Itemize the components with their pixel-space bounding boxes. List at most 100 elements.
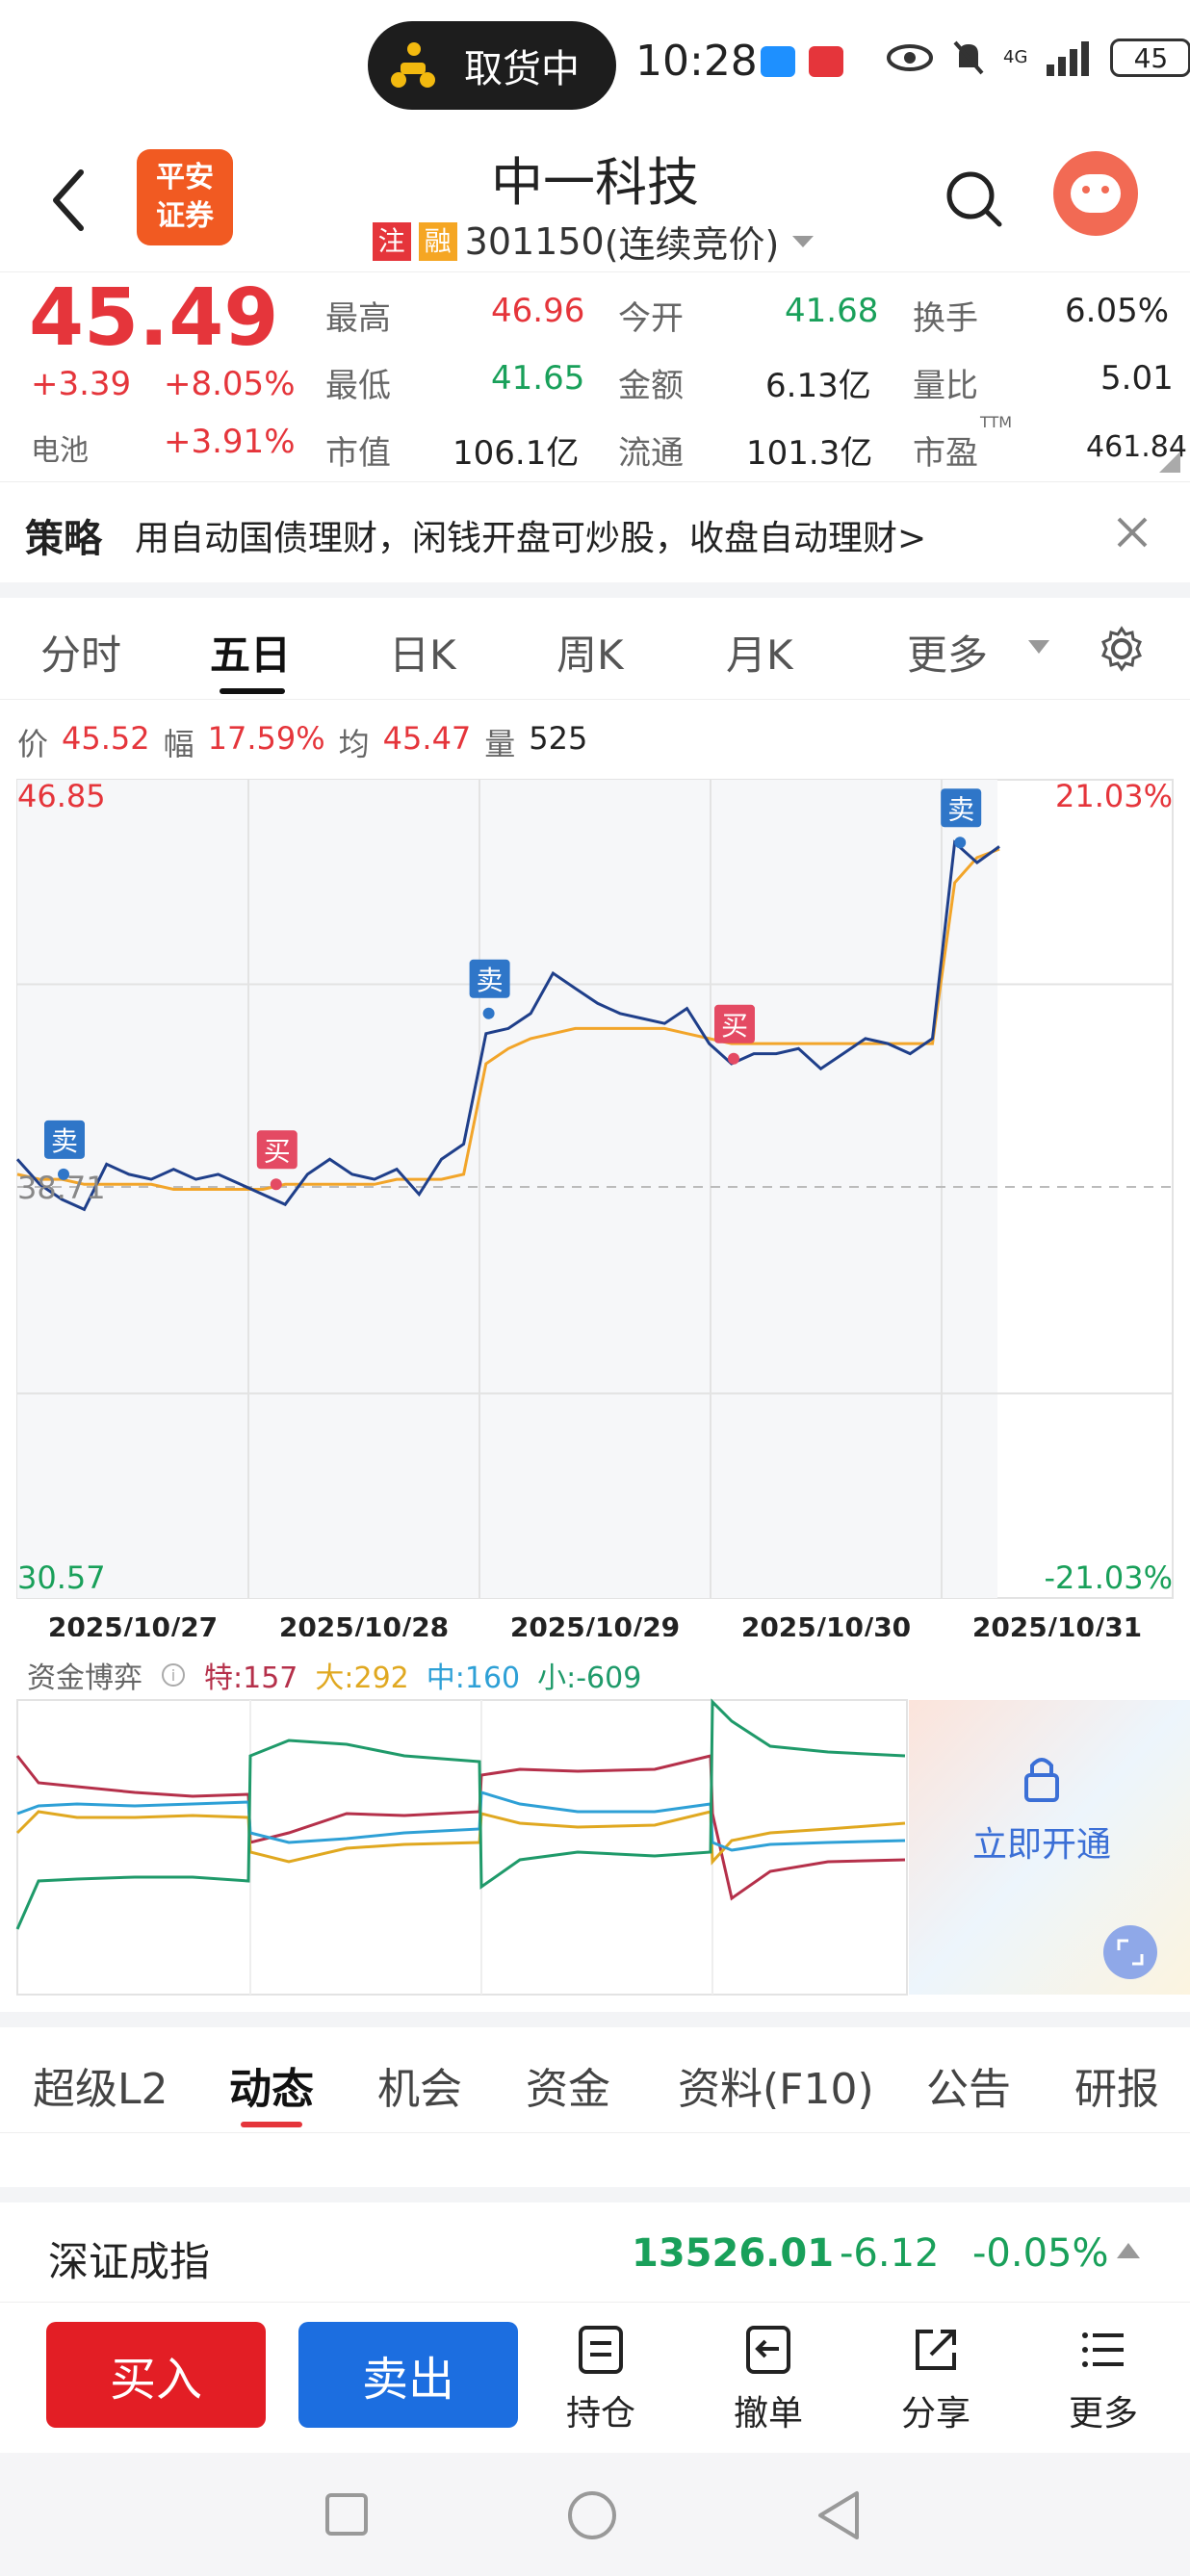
pill-text: 取货中 xyxy=(464,47,580,91)
lock-icon xyxy=(1024,1773,1059,1802)
marker-dot xyxy=(482,1007,495,1019)
content-tabs: 超级L2 动态 机会 资金 资料(F10) 公告 研报 xyxy=(0,2027,1190,2133)
stock-header: 平安 证券 中一科技 注 融 301150 (连续竞价) xyxy=(0,130,1190,270)
buy-button[interactable]: 买入 xyxy=(46,2322,266,2428)
tab-daily-k[interactable]: 日K xyxy=(389,631,456,679)
marker-label: 卖 xyxy=(51,1125,78,1157)
average-price-line xyxy=(16,847,1000,1191)
close-icon[interactable] xyxy=(1113,513,1151,552)
sell-marker[interactable] xyxy=(941,788,982,828)
marker-dot xyxy=(270,1178,282,1191)
tab-announcement[interactable]: 公告 xyxy=(926,2065,1011,2114)
fund-chart-frame xyxy=(16,1699,908,1996)
stock-code: 301150 xyxy=(464,219,605,263)
fund-xiao: 小:-609 xyxy=(537,1662,642,1695)
position-label: 持仓 xyxy=(565,2394,635,2434)
stock-subtitle[interactable]: 注 融 301150 (连续竞价) xyxy=(0,215,1190,268)
delivery-pill[interactable]: 取货中 xyxy=(368,21,616,110)
buy-marker[interactable] xyxy=(714,1004,755,1043)
more-button[interactable]: 更多 xyxy=(1046,2324,1161,2435)
clock: 10:28 xyxy=(635,37,758,86)
fullscreen-icon[interactable] xyxy=(1103,1925,1157,1979)
share-label: 分享 xyxy=(900,2394,970,2434)
strategy-banner[interactable]: 策略 用自动国债理财，闲钱开盘可炒股，收盘自动理财> xyxy=(0,481,1190,587)
x-tick-label: 2025/10/28 xyxy=(279,1611,449,1636)
unlock-button[interactable]: 立即开通 xyxy=(972,1825,1111,1865)
chart-area-fill xyxy=(17,780,997,1598)
info-avg: 45.47 xyxy=(382,720,472,757)
low-value: 41.65 xyxy=(491,359,585,398)
info-amp-label: 幅 xyxy=(163,726,194,762)
vol-ratio-label: 量比 xyxy=(913,367,978,405)
tab-funds[interactable]: 资金 xyxy=(526,2065,610,2114)
fund-flow-chart[interactable]: 立即开通 xyxy=(0,1698,1190,1996)
tab-dynamics[interactable]: 动态 xyxy=(229,2065,314,2114)
marker-label: 买 xyxy=(721,1010,748,1042)
high-label: 最高 xyxy=(325,299,391,338)
amount-label: 金额 xyxy=(618,367,684,405)
home-icon[interactable] xyxy=(566,2489,618,2541)
sell-button[interactable]: 卖出 xyxy=(298,2322,518,2428)
five-day-chart[interactable]: 卖买卖买卖 46.85 21.03% 38.71 30.57 -21.03% 2… xyxy=(0,770,1190,1636)
fund-da: 大:292 xyxy=(315,1662,409,1695)
tab-five-day[interactable]: 五日 xyxy=(210,631,292,679)
tab-research[interactable]: 研报 xyxy=(1074,2065,1159,2114)
price-line xyxy=(15,839,1000,1212)
broker-logo[interactable]: 平安 证券 xyxy=(137,149,233,245)
info-amp: 17.59% xyxy=(207,720,325,757)
signal-icon xyxy=(1047,41,1090,76)
active-tab-indicator xyxy=(220,688,285,694)
sell-marker[interactable] xyxy=(469,959,510,998)
recents-icon[interactable] xyxy=(323,2491,370,2537)
message-notification-icon xyxy=(761,46,795,77)
x-axis-labels: 2025/10/27 2025/10/28 2025/10/29 2025/10/30… xyxy=(48,1611,1142,1636)
buy-marker[interactable] xyxy=(256,1130,298,1170)
tab-more[interactable]: 更多 xyxy=(907,631,989,679)
sector-change-pct: +3.91% xyxy=(164,423,296,461)
app-notification-icon xyxy=(809,46,843,77)
cancel-order-button[interactable]: 撤单 xyxy=(711,2324,826,2435)
float-value: 101.3亿 xyxy=(746,434,873,473)
pct-min-label: -21.03% xyxy=(1044,1559,1173,1596)
expand-corner-icon[interactable] xyxy=(1159,451,1180,473)
back-icon[interactable] xyxy=(816,2489,863,2541)
tab-super-l2[interactable]: 超级L2 xyxy=(33,2065,168,2114)
tab-f10[interactable]: 资料(F10) xyxy=(678,2065,874,2114)
gear-icon[interactable] xyxy=(1098,625,1146,673)
tab-weekly-k[interactable]: 周K xyxy=(556,631,624,679)
info-price: 45.52 xyxy=(62,720,150,757)
assistant-avatar-icon[interactable] xyxy=(1053,151,1138,236)
float-label: 流通 xyxy=(618,434,684,473)
info-price-label: 价 xyxy=(17,726,49,762)
document-icon xyxy=(579,2326,623,2374)
sector-name[interactable]: 电池 xyxy=(31,434,89,468)
fund-flow-label: 资金博弈 xyxy=(27,1662,142,1695)
tab-opportunity[interactable]: 机会 xyxy=(377,2065,462,2114)
index-ticker[interactable]: 深证成指 13526.01 -6.12 -0.05% xyxy=(0,2187,1190,2303)
mute-bell-icon xyxy=(953,40,984,75)
info-icon[interactable]: i xyxy=(160,1662,187,1688)
index-change-pct: -0.05% xyxy=(972,2231,1109,2276)
index-name: 深证成指 xyxy=(48,2238,211,2285)
share-button[interactable]: 分享 xyxy=(878,2324,994,2435)
position-button[interactable]: 持仓 xyxy=(543,2324,659,2435)
battery-level: 45 xyxy=(1133,41,1169,74)
marker-label: 买 xyxy=(264,1135,291,1167)
back-arrow-icon[interactable] xyxy=(48,167,87,234)
tab-monthly-k[interactable]: 月K xyxy=(726,631,793,679)
strategy-text[interactable]: 用自动国债理财，闲钱开盘可炒股，收盘自动理财> xyxy=(135,518,927,558)
expand-up-icon[interactable] xyxy=(1115,2241,1142,2260)
chart-tabs: 分时 五日 日K 周K 月K 更多 xyxy=(0,598,1190,700)
svg-text:i: i xyxy=(171,1666,175,1685)
system-navigation xyxy=(0,2453,1190,2576)
search-icon[interactable] xyxy=(944,168,1005,230)
trade-bar: 买入 卖出 持仓 撤单 分享 更多 xyxy=(0,2303,1190,2447)
x-tick-label: 2025/10/27 xyxy=(48,1611,218,1636)
vol-ratio-value: 5.01 xyxy=(1100,359,1174,398)
more-caret-icon xyxy=(1028,640,1049,654)
tab-intraday[interactable]: 分时 xyxy=(40,631,122,679)
sell-marker[interactable] xyxy=(44,1120,85,1159)
info-vol: 525 xyxy=(529,720,588,757)
reference-label: 38.71 xyxy=(17,1170,106,1206)
index-change: -6.12 xyxy=(840,2231,940,2276)
